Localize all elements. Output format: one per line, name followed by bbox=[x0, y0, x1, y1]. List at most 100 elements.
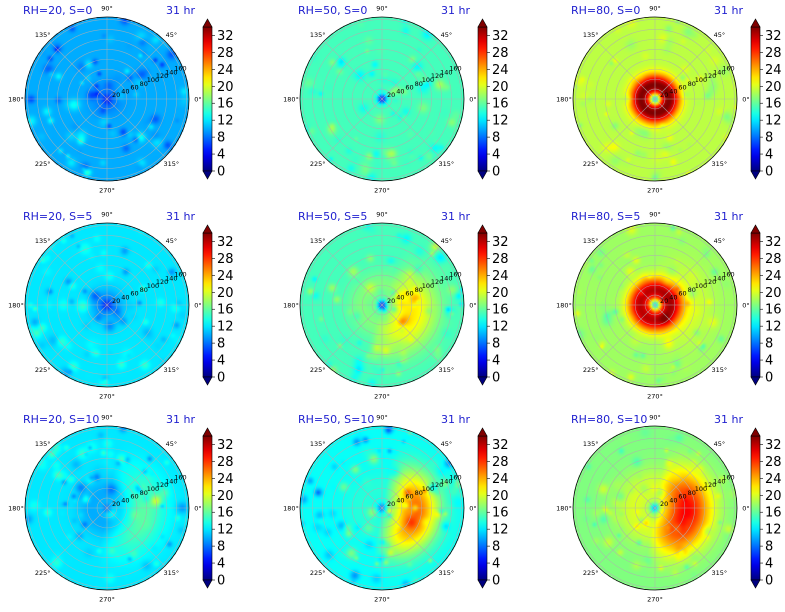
radial-tick-label: 140 bbox=[165, 274, 177, 282]
colorbar-extend-max bbox=[477, 224, 488, 234]
radial-tick-label: 120 bbox=[704, 481, 716, 489]
colorbar-tick-label: 20 bbox=[217, 80, 234, 95]
radial-tick-label: 20 bbox=[660, 500, 668, 508]
colorbar-tick-label: 24 bbox=[492, 63, 509, 78]
radial-tick-label: 100 bbox=[695, 485, 707, 493]
colorbar: 0 4 8 12 16 20 24 28 32 bbox=[477, 18, 509, 180]
colorbar-tick-label: 4 bbox=[217, 354, 225, 369]
angle-tick-label: 135° bbox=[310, 440, 326, 448]
radial-tick-label: 100 bbox=[695, 282, 707, 290]
radial-tick-label: 120 bbox=[704, 72, 716, 80]
angular-gridline bbox=[106, 304, 166, 364]
colorbar-tick-label: 4 bbox=[492, 557, 500, 572]
radial-tick-label: 80 bbox=[140, 286, 148, 294]
radial-tick-label: 80 bbox=[415, 489, 423, 497]
colorbar-tick-label: 28 bbox=[492, 46, 509, 61]
colorbar-tick-label: 12 bbox=[765, 523, 782, 538]
colorbar-tick-label: 4 bbox=[217, 557, 225, 572]
polar-panel: 20 40 60 801001201401600°45°90°135°180°225°… bbox=[283, 4, 508, 195]
angle-tick-label: 315° bbox=[164, 569, 180, 577]
colorbar: 0 4 8 12 16 20 24 28 32 bbox=[202, 224, 234, 386]
angle-tick-label: 45° bbox=[166, 237, 178, 245]
colorbar-tick-label: 12 bbox=[217, 114, 234, 129]
panel-time-label: 31 hr bbox=[166, 413, 195, 426]
angular-gridline bbox=[654, 246, 714, 306]
colorbar-tick-label: 12 bbox=[765, 114, 782, 129]
colorbar: 0 4 8 12 16 20 24 28 32 bbox=[750, 18, 782, 180]
radial-tick-label: 80 bbox=[415, 286, 423, 294]
angle-tick-label: 45° bbox=[441, 31, 453, 39]
angle-tick-label: 135° bbox=[35, 31, 51, 39]
radial-tick-label: 140 bbox=[440, 274, 452, 282]
polar-frame bbox=[299, 16, 465, 182]
panel-title: RH=20, S=0 bbox=[23, 4, 92, 17]
colorbar-extend-max bbox=[477, 427, 488, 437]
angle-tick-label: 0° bbox=[194, 302, 201, 310]
radial-tick-label: 80 bbox=[140, 80, 148, 88]
angular-gridline bbox=[323, 304, 383, 364]
angular-gridline bbox=[381, 98, 441, 158]
radial-tick-label: 100 bbox=[695, 76, 707, 84]
colorbar: 0 4 8 12 16 20 24 28 32 bbox=[750, 427, 782, 589]
radial-tick-label: 20 bbox=[112, 500, 120, 508]
angle-tick-label: 45° bbox=[166, 440, 178, 448]
angle-tick-label: 45° bbox=[714, 440, 726, 448]
colorbar-tick-label: 0 bbox=[217, 165, 225, 180]
colorbar-extend-min bbox=[750, 170, 761, 180]
colorbar-tick-label: 8 bbox=[492, 337, 500, 352]
colorbar-extend-max bbox=[202, 18, 213, 28]
radial-tick-label: 60 bbox=[678, 84, 686, 92]
colorbar-tick-label: 28 bbox=[765, 46, 782, 61]
colorbar-tick-label: 28 bbox=[765, 252, 782, 267]
radial-tick-label: 80 bbox=[688, 489, 696, 497]
panel-time-label: 31 hr bbox=[441, 413, 470, 426]
radial-tick-label: 120 bbox=[156, 278, 168, 286]
angle-tick-label: 270° bbox=[647, 187, 663, 195]
colorbar-extend-max bbox=[477, 18, 488, 28]
radial-tick-label: 160 bbox=[722, 271, 734, 279]
angle-tick-label: 180° bbox=[8, 505, 24, 513]
angular-gridline bbox=[654, 507, 714, 567]
radial-tick-label: 100 bbox=[147, 282, 159, 290]
angle-tick-label: 180° bbox=[556, 96, 572, 104]
colorbar-tick-label: 24 bbox=[492, 472, 509, 487]
radial-tick-label: 40 bbox=[669, 293, 677, 301]
panel-title: RH=20, S=5 bbox=[23, 210, 92, 223]
colorbar-tick-label: 0 bbox=[492, 371, 500, 386]
colorbar-tick-label: 20 bbox=[492, 80, 509, 95]
panel-time-label: 31 hr bbox=[166, 4, 195, 17]
radial-tick-label: 20 bbox=[660, 297, 668, 305]
colorbar-tick-label: 16 bbox=[492, 97, 509, 112]
panel-title: RH=50, S=5 bbox=[298, 210, 367, 223]
angle-tick-label: 135° bbox=[35, 440, 51, 448]
colorbar-tick-label: 20 bbox=[765, 489, 782, 504]
angle-tick-label: 90° bbox=[649, 5, 661, 13]
angular-gridline bbox=[381, 304, 441, 364]
angle-tick-label: 180° bbox=[283, 505, 299, 513]
angular-gridline bbox=[596, 40, 656, 100]
colorbar-gradient bbox=[202, 26, 213, 172]
colorbar-tick-label: 16 bbox=[765, 97, 782, 112]
angle-tick-label: 315° bbox=[164, 160, 180, 168]
radial-tick-label: 40 bbox=[396, 87, 404, 95]
angle-tick-label: 270° bbox=[99, 187, 115, 195]
radial-tick-label: 20 bbox=[387, 91, 395, 99]
colorbar-tick-label: 8 bbox=[492, 540, 500, 555]
angular-gridline bbox=[323, 449, 383, 509]
polar-panel: 20 40 60 801001201401600°45°90°135°180°225°… bbox=[8, 4, 233, 195]
colorbar-tick-label: 4 bbox=[765, 354, 773, 369]
colorbar-tick-label: 32 bbox=[217, 235, 234, 250]
angle-tick-label: 315° bbox=[439, 366, 455, 374]
radial-tick-label: 160 bbox=[722, 474, 734, 482]
angular-gridline bbox=[323, 40, 383, 100]
angle-tick-label: 225° bbox=[583, 160, 599, 168]
polar-panel: 20 40 60 801001201401600°45°90°135°180°225°… bbox=[8, 210, 233, 401]
radial-tick-label: 60 bbox=[405, 84, 413, 92]
angular-gridline bbox=[48, 40, 108, 100]
colorbar-tick-label: 12 bbox=[765, 320, 782, 335]
colorbar-tick-label: 8 bbox=[217, 131, 225, 146]
colorbar-tick-label: 32 bbox=[765, 29, 782, 44]
radial-tick-label: 140 bbox=[713, 477, 725, 485]
angular-gridline bbox=[106, 507, 166, 567]
angle-tick-label: 225° bbox=[310, 569, 326, 577]
